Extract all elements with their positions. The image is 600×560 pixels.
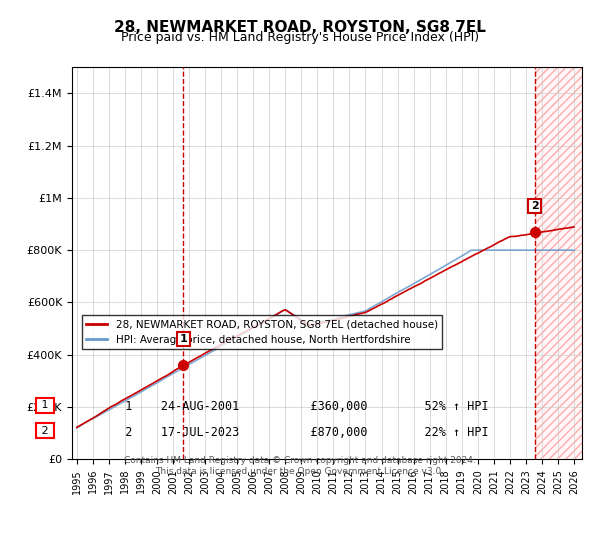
Text: 2    17-JUL-2023          £870,000        22% ↑ HPI: 2 17-JUL-2023 £870,000 22% ↑ HPI (111, 426, 489, 438)
Text: 2: 2 (530, 201, 538, 211)
Text: 1: 1 (38, 400, 52, 410)
Text: 2: 2 (38, 426, 52, 436)
Text: 1    24-AUG-2001          £360,000        52% ↑ HPI: 1 24-AUG-2001 £360,000 52% ↑ HPI (111, 400, 489, 413)
Text: Price paid vs. HM Land Registry's House Price Index (HPI): Price paid vs. HM Land Registry's House … (121, 31, 479, 44)
Legend: 28, NEWMARKET ROAD, ROYSTON, SG8 7EL (detached house), HPI: Average price, detac: 28, NEWMARKET ROAD, ROYSTON, SG8 7EL (de… (82, 315, 442, 349)
Text: 28, NEWMARKET ROAD, ROYSTON, SG8 7EL: 28, NEWMARKET ROAD, ROYSTON, SG8 7EL (114, 20, 486, 35)
Bar (535, 67, 582, 459)
Bar (535, 67, 582, 459)
Text: 1: 1 (179, 334, 187, 344)
Text: Contains HM Land Registry data © Crown copyright and database right 2024.
This d: Contains HM Land Registry data © Crown c… (124, 456, 476, 476)
